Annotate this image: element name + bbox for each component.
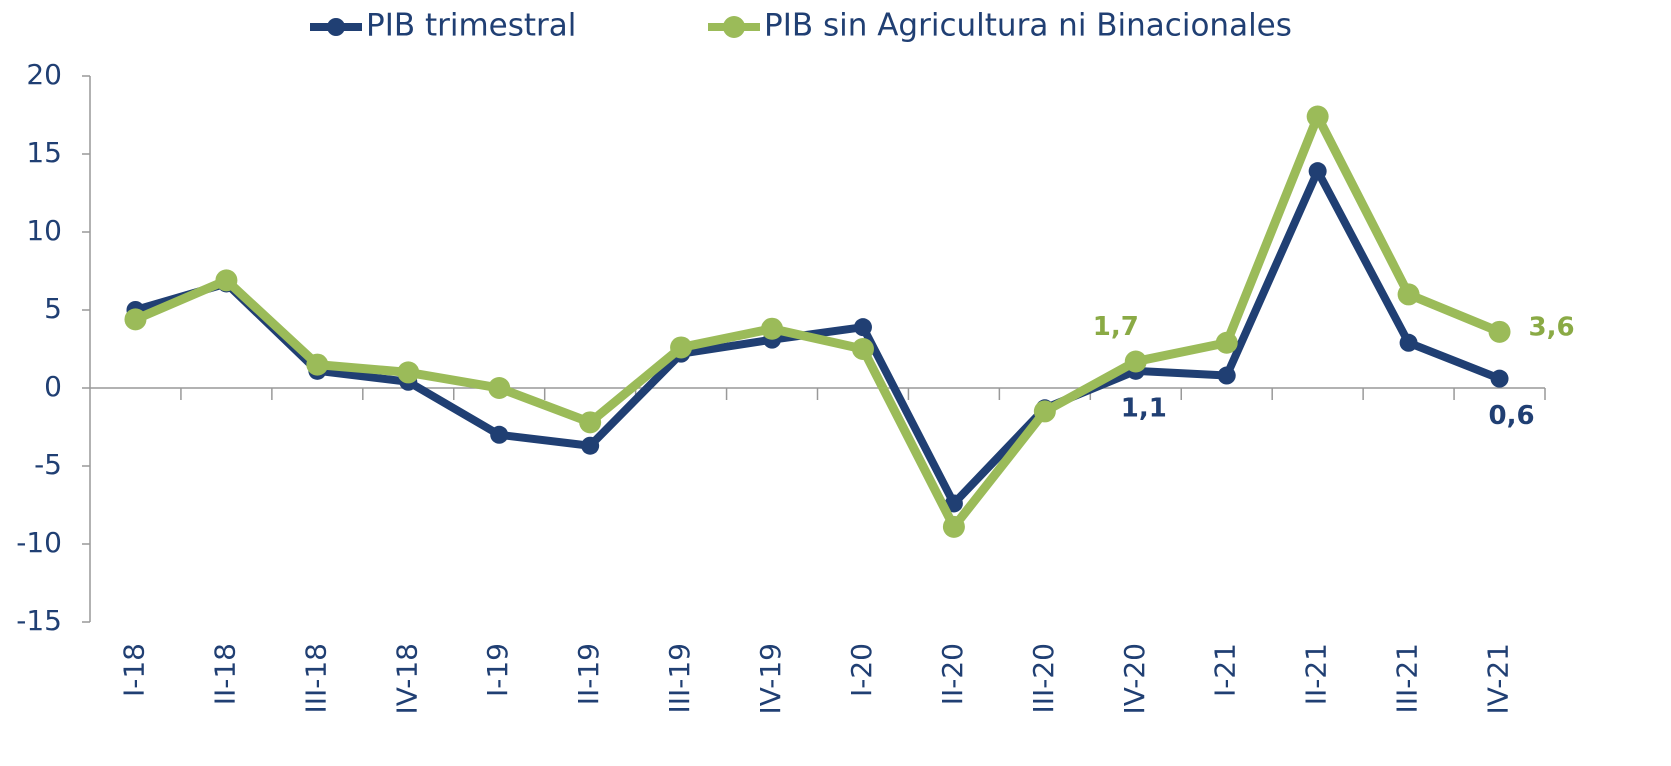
y-tick-label: -5 xyxy=(34,448,62,481)
data-point xyxy=(1308,162,1327,181)
data-point xyxy=(851,338,874,360)
x-tick-label: IV-20 xyxy=(1118,643,1151,715)
data-point xyxy=(942,515,965,538)
legend-label: PIB sin Agricultura ni Binacionales xyxy=(764,8,1292,44)
x-tick-label: II-20 xyxy=(936,643,969,705)
data-point xyxy=(579,411,602,434)
y-tick-label: -15 xyxy=(16,604,62,637)
legend-swatch-marker xyxy=(327,18,345,36)
y-tick-label: 15 xyxy=(26,136,62,169)
data-point xyxy=(944,494,963,513)
data-point xyxy=(1488,320,1511,343)
data-label: 0,6 xyxy=(1489,401,1535,431)
data-point xyxy=(306,353,329,376)
x-tick-label: II-19 xyxy=(572,643,605,705)
x-tick-label: III-18 xyxy=(299,643,332,714)
y-tick-label: -10 xyxy=(16,526,62,559)
x-tick-label: III-21 xyxy=(1391,643,1424,714)
data-point xyxy=(488,377,511,399)
x-tick-label: III-20 xyxy=(1027,643,1060,714)
data-point xyxy=(853,318,872,337)
data-label: 1,1 xyxy=(1121,393,1167,423)
data-point xyxy=(1033,400,1056,423)
x-tick-label: IV-19 xyxy=(754,643,787,715)
y-tick-label: 10 xyxy=(26,214,62,247)
y-tick-label: 0 xyxy=(44,370,62,403)
data-point xyxy=(1215,331,1238,354)
y-tick-label: 20 xyxy=(26,58,62,91)
data-point xyxy=(1397,283,1420,306)
data-point xyxy=(1124,350,1147,373)
legend-swatch-marker xyxy=(723,16,745,38)
x-tick-label: IV-21 xyxy=(1482,643,1515,715)
data-point xyxy=(1217,366,1236,385)
data-point xyxy=(124,308,147,331)
x-tick-label: II-21 xyxy=(1300,643,1333,705)
data-point xyxy=(490,425,509,444)
data-label: 3,6 xyxy=(1529,312,1575,342)
x-tick-label: I-18 xyxy=(117,643,150,697)
x-tick-label: I-20 xyxy=(845,643,878,697)
legend-label: PIB trimestral xyxy=(366,8,576,44)
data-label: 1,7 xyxy=(1093,312,1139,342)
y-tick-label: 5 xyxy=(44,292,62,325)
x-tick-label: II-18 xyxy=(208,643,241,705)
data-point xyxy=(397,361,420,384)
x-tick-label: III-19 xyxy=(663,643,696,714)
data-point xyxy=(1306,105,1329,128)
data-point xyxy=(761,317,784,340)
data-point xyxy=(1490,369,1509,388)
series-line xyxy=(134,167,1501,508)
x-tick-label: IV-18 xyxy=(390,643,423,715)
x-tick-label: I-19 xyxy=(481,643,514,697)
data-point xyxy=(215,269,238,292)
data-point xyxy=(670,336,693,359)
data-point xyxy=(1399,333,1418,352)
series-line xyxy=(133,112,1502,532)
x-tick-label: I-21 xyxy=(1209,643,1242,697)
data-point xyxy=(581,436,600,455)
